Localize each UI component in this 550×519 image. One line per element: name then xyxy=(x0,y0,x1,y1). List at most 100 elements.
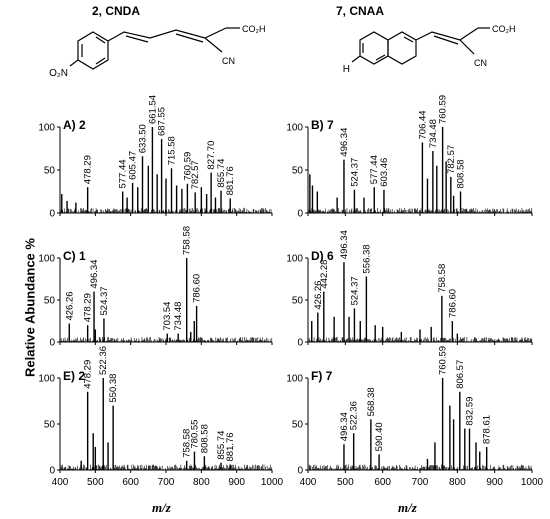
y-tick-label: 50 xyxy=(292,420,304,431)
peak-label: 522.36 xyxy=(349,401,360,430)
y-tick-label: 100 xyxy=(38,254,55,265)
acid-label-right: CO₂H xyxy=(492,24,516,34)
double-bond xyxy=(433,35,459,45)
peak-label: 806.57 xyxy=(455,360,466,389)
peak-label: 855.74 xyxy=(216,431,227,460)
ring-bond xyxy=(95,36,106,44)
y-tick-label: 100 xyxy=(286,123,303,134)
peak-label: 706.44 xyxy=(417,110,428,139)
y-tick-label: 100 xyxy=(286,254,303,265)
x-tick-label: 900 xyxy=(228,477,245,488)
peak-label: 478.29 xyxy=(83,293,94,322)
y-axis-title: Relative Abundance % xyxy=(22,238,38,377)
peak-label: 550.38 xyxy=(108,374,119,403)
panel-label: B) 7 xyxy=(311,118,334,132)
y-tick-label: 0 xyxy=(49,466,55,477)
structure-cnaa xyxy=(351,27,490,65)
x-tick-label: 400 xyxy=(300,477,317,488)
peak-label: 524.37 xyxy=(349,276,360,305)
peak-label: 827.70 xyxy=(206,141,217,170)
structure-cnda xyxy=(69,27,240,70)
peak-label: 786.60 xyxy=(447,289,458,318)
peak-label: 780.55 xyxy=(189,420,200,449)
nitro-bond xyxy=(69,59,79,67)
naphthalene-ring-1 xyxy=(387,31,417,65)
y-tick-label: 0 xyxy=(297,338,303,349)
peak-label: 568.38 xyxy=(366,387,377,416)
vinyl-chain xyxy=(415,27,479,41)
peak-label: 758.58 xyxy=(182,226,193,255)
peak-label: 832.59 xyxy=(465,397,476,426)
peak-label: 426.26 xyxy=(313,281,324,310)
y-tick-label: 50 xyxy=(44,420,56,431)
naphthalene-ring-2 xyxy=(359,31,389,65)
x-tick-label: 1000 xyxy=(261,477,284,488)
y-tick-label: 0 xyxy=(297,466,303,477)
acid-label-left: CO₂H xyxy=(242,24,266,34)
x-tick-label: 700 xyxy=(412,477,429,488)
ring-bond xyxy=(403,36,414,43)
peak-label: 758.58 xyxy=(182,429,193,458)
peak-label: 760.59 xyxy=(438,95,449,124)
y-tick-label: 50 xyxy=(292,166,304,177)
x-tick-label: 400 xyxy=(52,477,69,488)
y-tick-label: 50 xyxy=(292,296,304,307)
x-axis-title-left: m/z xyxy=(152,500,171,515)
y-tick-label: 0 xyxy=(49,209,55,220)
double-bond xyxy=(125,35,149,43)
compound-title-right: 7, CNAA xyxy=(336,4,385,18)
peak-label: 633.50 xyxy=(138,124,149,153)
peak-label: 496.34 xyxy=(339,230,350,259)
peak-label: 577.44 xyxy=(369,155,380,184)
panel-label: D) 6 xyxy=(311,249,334,263)
spectrum-panel: 0 50 100 400 500 600 700 800 900 1000 478.29 522.36… xyxy=(38,346,283,488)
peak-label: 703.54 xyxy=(162,302,173,331)
panel-label: F) 7 xyxy=(311,369,333,383)
ring-bond xyxy=(375,54,386,61)
peak-label: 855.74 xyxy=(216,159,227,188)
x-tick-label: 500 xyxy=(337,477,354,488)
peak-label: 590.40 xyxy=(374,422,385,451)
y-tick-label: 50 xyxy=(44,296,56,307)
x-tick-label: 600 xyxy=(374,477,391,488)
peak-label: 556.38 xyxy=(361,244,372,273)
peak-label: 786.60 xyxy=(192,274,203,303)
peak-label: 782.57 xyxy=(190,160,201,189)
peak-label: 878.61 xyxy=(482,415,493,444)
dienyl-chain xyxy=(107,27,227,42)
peak-label: 715.58 xyxy=(167,136,178,165)
peak-label: 496.34 xyxy=(339,412,350,441)
x-tick-label: 600 xyxy=(122,477,139,488)
y-tick-label: 0 xyxy=(49,338,55,349)
peak-label: 496.34 xyxy=(89,260,100,289)
peak-label: 734.48 xyxy=(173,302,184,331)
y-tick-label: 100 xyxy=(286,374,303,385)
x-tick-label: 700 xyxy=(158,477,175,488)
peak-label: 522.36 xyxy=(98,346,109,375)
nitrile-label-left: CN xyxy=(222,56,235,66)
peak-label: 808.58 xyxy=(199,424,210,453)
x-axis-title-right: m/z xyxy=(398,500,417,515)
peak-label: 478.29 xyxy=(83,155,94,184)
compound-title-left: 2, CNDA xyxy=(92,4,141,18)
y-tick-label: 100 xyxy=(38,123,55,134)
peak-label: 605.47 xyxy=(128,151,139,180)
peak-label: 881.76 xyxy=(225,432,236,461)
panel-label: E) 2 xyxy=(63,369,85,383)
x-tick-label: 800 xyxy=(193,477,210,488)
peak-label: 808.58 xyxy=(456,159,467,188)
peak-label: 442.28 xyxy=(319,260,330,289)
h-bond xyxy=(351,55,361,63)
peak-label: 524.37 xyxy=(349,158,360,187)
peak-label: 603.46 xyxy=(379,158,390,187)
peak-label: 661.54 xyxy=(147,95,158,124)
peak-label: 478.29 xyxy=(83,360,94,389)
ring-bond xyxy=(95,57,106,65)
nitro-label: O₂N xyxy=(49,68,68,79)
panel-label: A) 2 xyxy=(63,118,86,132)
peak-label: 426.26 xyxy=(64,291,75,320)
cn-bond xyxy=(459,39,475,55)
